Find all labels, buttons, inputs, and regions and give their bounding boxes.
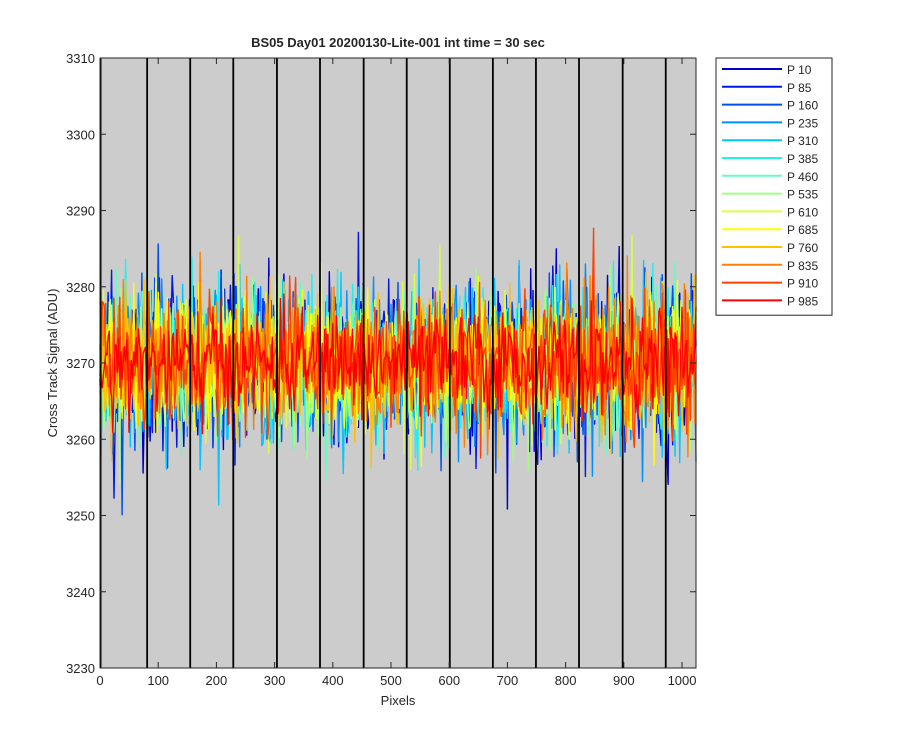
legend-label: P 760 — [787, 241, 818, 255]
y-tick-label: 3260 — [66, 432, 95, 447]
legend-label: P 160 — [787, 99, 818, 113]
y-tick-label: 3240 — [66, 585, 95, 600]
x-tick-label: 500 — [380, 673, 402, 688]
legend-label: P 460 — [787, 170, 818, 184]
legend-label: P 685 — [787, 223, 818, 237]
x-tick-label: 0 — [96, 673, 103, 688]
legend-label: P 910 — [787, 277, 818, 291]
y-axis-label: Cross Track Signal (ADU) — [45, 289, 60, 438]
x-tick-label: 400 — [322, 673, 344, 688]
legend-label: P 310 — [787, 134, 818, 148]
axes: 0 100 200 300 400 500 600 700 800 900 1000 3230 3240… — [66, 51, 697, 688]
chart-title: BS05 Day01 20200130-Lite-001 int time = … — [251, 35, 545, 50]
series-line-p-985 — [99, 293, 697, 435]
legend-label: P 385 — [787, 152, 818, 166]
x-tick-label: 900 — [613, 673, 635, 688]
y-tick-label: 3270 — [66, 356, 95, 371]
x-tick-label: 800 — [555, 673, 577, 688]
legend-label: P 235 — [787, 116, 818, 130]
x-tick-label: 300 — [264, 673, 286, 688]
x-tick-label: 600 — [438, 673, 460, 688]
legend-label: P 835 — [787, 259, 818, 273]
x-tick-label: 100 — [147, 673, 169, 688]
x-tick-label: 1000 — [668, 673, 697, 688]
legend-label: P 535 — [787, 188, 818, 202]
y-tick-label: 3250 — [66, 509, 95, 524]
y-tick-label: 3300 — [66, 127, 95, 142]
x-axis-label: Pixels — [381, 693, 416, 708]
plot-area — [99, 58, 697, 668]
y-tick-label: 3290 — [66, 204, 95, 219]
legend: P 10 P 85 P 160 P 235 P 310 P 385 P 460 P 535 P … — [715, 57, 833, 316]
legend-label: P 85 — [787, 81, 812, 95]
y-tick-label: 3230 — [66, 661, 95, 676]
legend-label: P 10 — [787, 63, 812, 77]
legend-box — [715, 57, 833, 316]
y-tick-label: 3310 — [66, 51, 95, 66]
x-tick-label: 200 — [206, 673, 228, 688]
legend-label: P 985 — [787, 294, 818, 308]
legend-label: P 610 — [787, 205, 818, 219]
x-tick-label: 700 — [497, 673, 519, 688]
y-tick-label: 3280 — [66, 280, 95, 295]
